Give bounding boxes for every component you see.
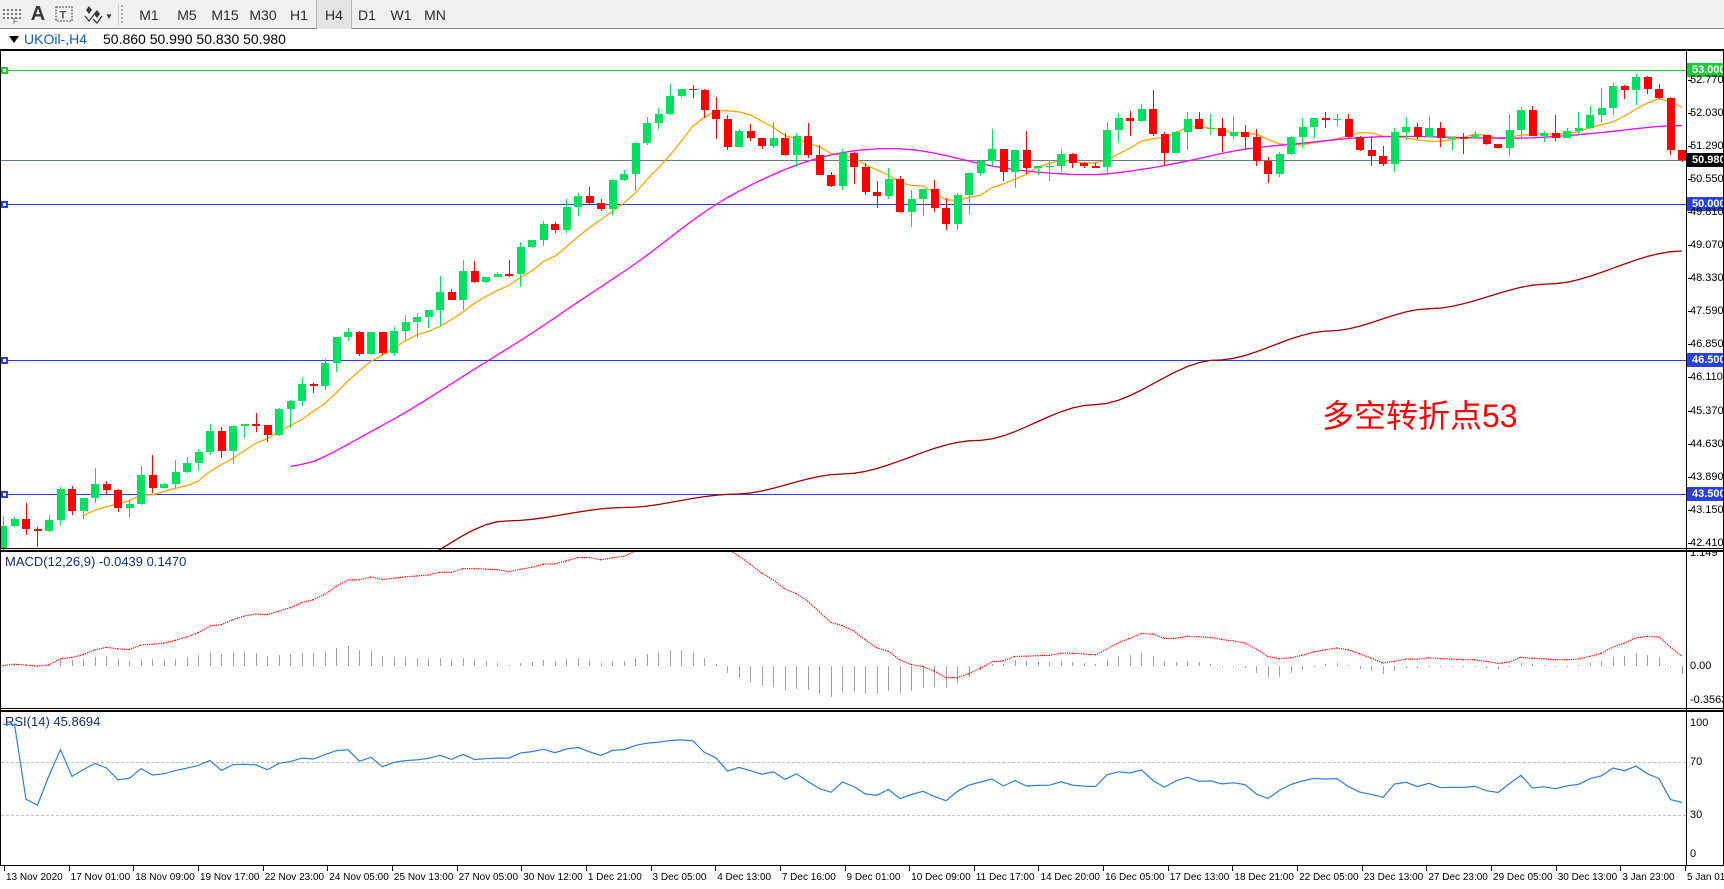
svg-text:T: T bbox=[60, 10, 67, 22]
svg-text:F: F bbox=[13, 17, 18, 24]
